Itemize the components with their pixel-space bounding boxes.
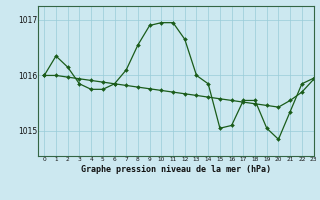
X-axis label: Graphe pression niveau de la mer (hPa): Graphe pression niveau de la mer (hPa) [81,165,271,174]
